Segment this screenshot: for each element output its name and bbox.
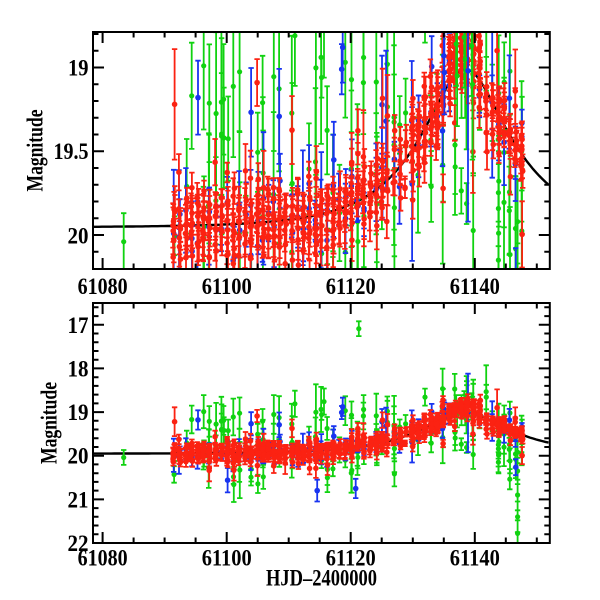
svg-text:Magnitude: Magnitude [37, 382, 63, 464]
svg-text:61140: 61140 [450, 274, 500, 300]
svg-text:61120: 61120 [326, 274, 376, 300]
svg-text:61100: 61100 [202, 546, 252, 572]
svg-text:17: 17 [68, 313, 89, 339]
svg-text:61080: 61080 [78, 274, 128, 300]
svg-text:61080: 61080 [78, 546, 128, 572]
svg-text:20: 20 [68, 444, 89, 470]
svg-text:21: 21 [68, 487, 89, 513]
svg-text:19.5: 19.5 [54, 139, 89, 165]
svg-text:22: 22 [68, 531, 89, 557]
svg-text:19: 19 [68, 400, 89, 426]
svg-text:Magnitude: Magnitude [23, 110, 49, 192]
svg-text:19: 19 [68, 56, 89, 82]
svg-text:61120: 61120 [326, 546, 376, 572]
svg-text:61140: 61140 [450, 546, 500, 572]
svg-text:61100: 61100 [202, 274, 252, 300]
svg-text:HJD–2400000: HJD–2400000 [266, 566, 377, 592]
svg-text:20: 20 [68, 223, 89, 249]
svg-text:18: 18 [68, 356, 89, 382]
